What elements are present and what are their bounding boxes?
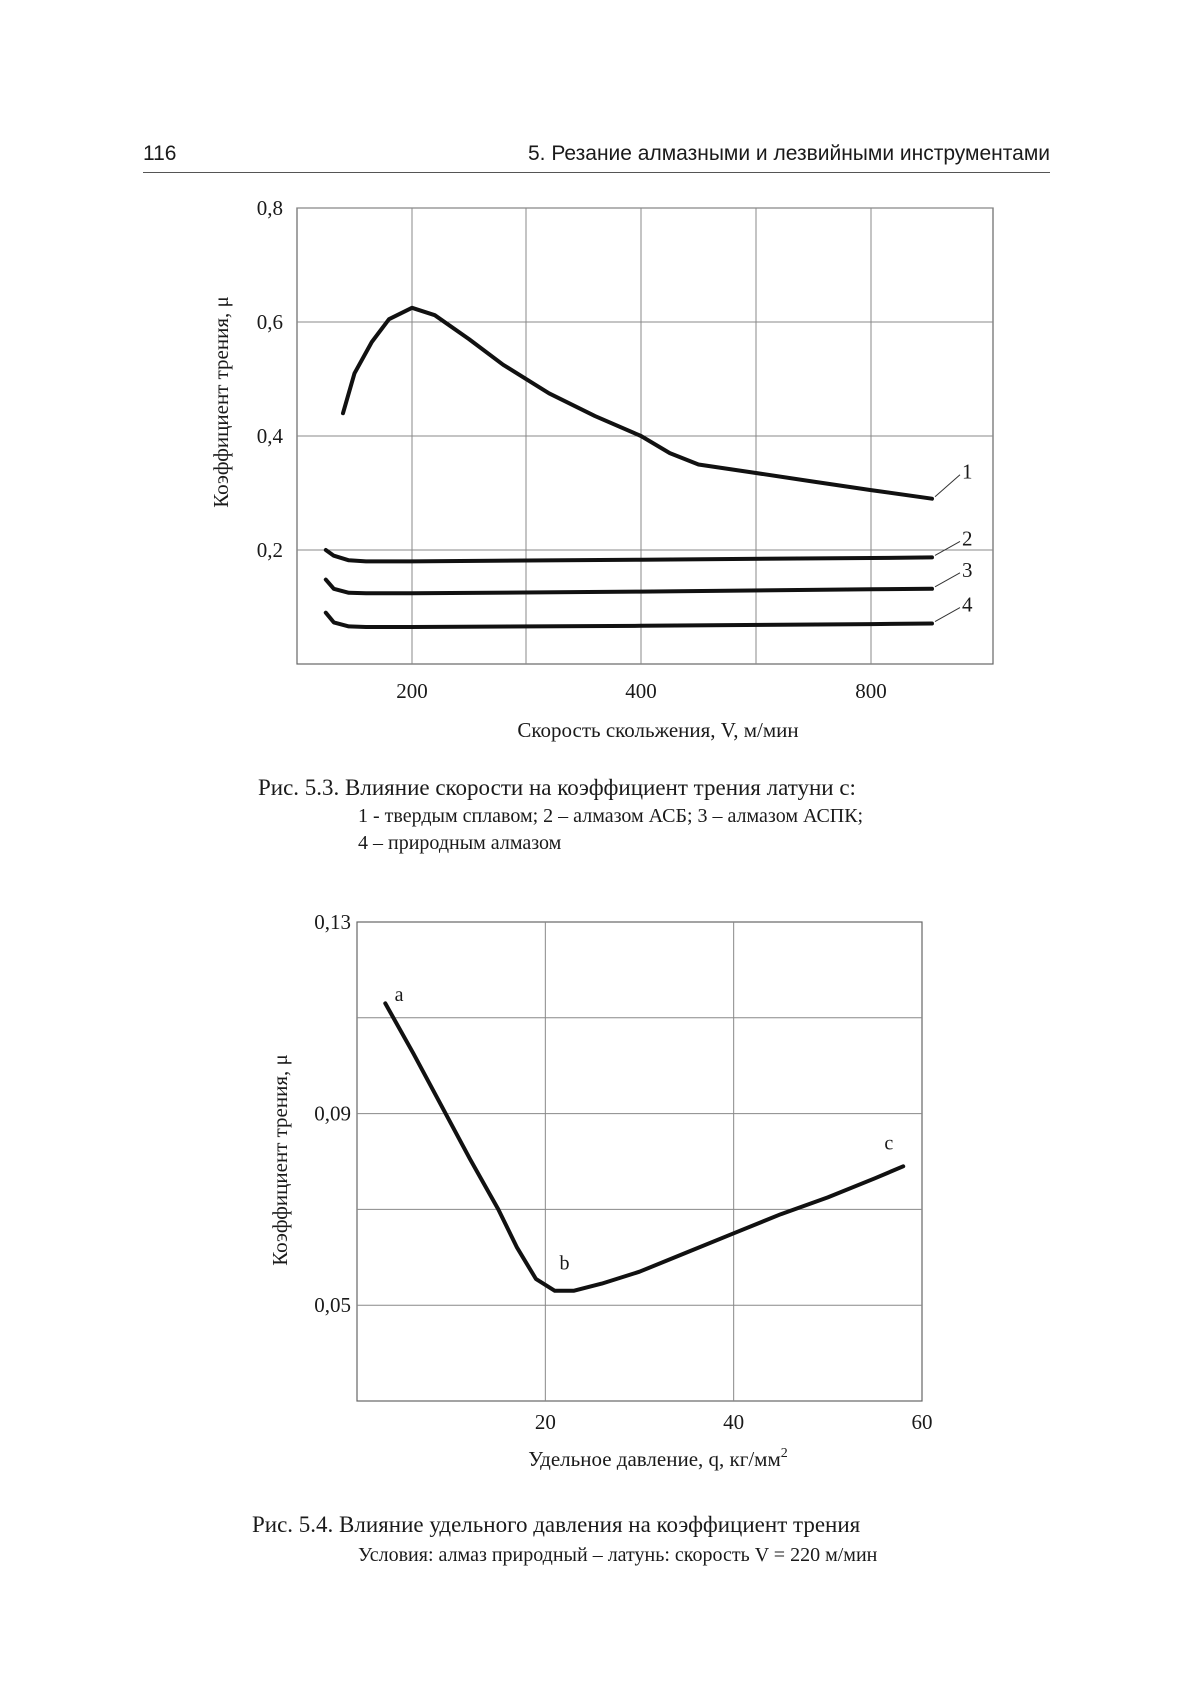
y-tick-label: 0,13	[314, 910, 351, 934]
x-tick-label: 200	[396, 679, 428, 703]
point-labels: a b c	[395, 984, 894, 1274]
figure-5-3-caption: Рис. 5.3. Влияние скорости на коэффициен…	[258, 775, 856, 800]
figure-5-3-chart: 200 400 800 0,2 0,4 0,6 0,8 1 2 3 4 Коэффициент т…	[209, 196, 994, 742]
series-4-leader	[934, 607, 961, 622]
page-number: 116	[143, 142, 177, 165]
series-4-line	[323, 610, 934, 629]
x-tick-label: 400	[625, 679, 657, 703]
figure-5-4-caption-line: Условия: алмаз природный – латунь: скоро…	[358, 1544, 878, 1566]
x-tick-label: 20	[535, 1410, 556, 1434]
point-label-a: a	[395, 984, 404, 1006]
y-axis-label: Коэффициент трения, μ	[268, 1054, 292, 1266]
y-tick-label: 0,6	[257, 310, 283, 334]
point-label-c: c	[884, 1133, 893, 1155]
series-1-leader	[934, 474, 961, 498]
figure-5-4-caption: Рис. 5.4. Влияние удельного давления на …	[252, 1512, 861, 1537]
x-axis-label-text: Удельное давление, q, кг/мм	[528, 1447, 781, 1471]
plot-grid	[356, 921, 923, 1402]
series-2-label: 2	[962, 526, 973, 550]
series-2-leader	[934, 540, 961, 556]
tick-labels: 200 400 800 0,2 0,4 0,6 0,8	[257, 196, 887, 703]
point-label-b: b	[559, 1252, 569, 1274]
y-tick-label: 0,05	[314, 1293, 351, 1317]
series-labels: 1 2 3 4	[934, 460, 973, 622]
series-1-line	[341, 305, 934, 501]
series-2-line	[323, 548, 934, 564]
figure-5-3-caption-line: 4 – природным алмазом	[358, 832, 562, 854]
series-3-label: 3	[962, 558, 973, 582]
y-tick-label: 0,2	[257, 538, 283, 562]
series-3-leader	[934, 572, 961, 588]
y-tick-label: 0,4	[257, 424, 284, 448]
plot-grid	[296, 207, 994, 665]
x-axis-label: Скорость скольжения, V, м/мин	[517, 718, 798, 742]
tick-labels: 20 40 60 0,05 0,09 0,13	[314, 910, 932, 1434]
series-4-label: 4	[962, 593, 973, 617]
x-tick-label: 40	[723, 1410, 744, 1434]
x-axis-label-superscript: 2	[781, 1446, 788, 1461]
friction-curve	[383, 1001, 906, 1293]
x-tick-label: 800	[855, 679, 887, 703]
running-head: 5. Резание алмазными и лезвийными инстру…	[527, 142, 1050, 165]
y-tick-label: 0,8	[257, 196, 283, 220]
plot-frame	[356, 921, 923, 1402]
y-tick-label: 0,09	[314, 1102, 351, 1126]
x-axis-label: Удельное давление, q, кг/мм2	[528, 1446, 788, 1471]
x-tick-label: 60	[912, 1410, 933, 1434]
y-axis-label: Коэффициент трения, μ	[209, 296, 233, 508]
series-1-label: 1	[962, 460, 973, 484]
header-rule	[143, 172, 1050, 173]
series-3-line	[323, 577, 934, 596]
series-curves	[323, 305, 934, 629]
series-curves	[383, 1001, 906, 1293]
figure-5-3-caption-line: 1 - твердым сплавом; 2 – алмазом АСБ; 3 …	[358, 805, 864, 827]
figure-5-4-chart: 20 40 60 0,05 0,09 0,13 a b c Коэффициент трени…	[268, 910, 933, 1471]
